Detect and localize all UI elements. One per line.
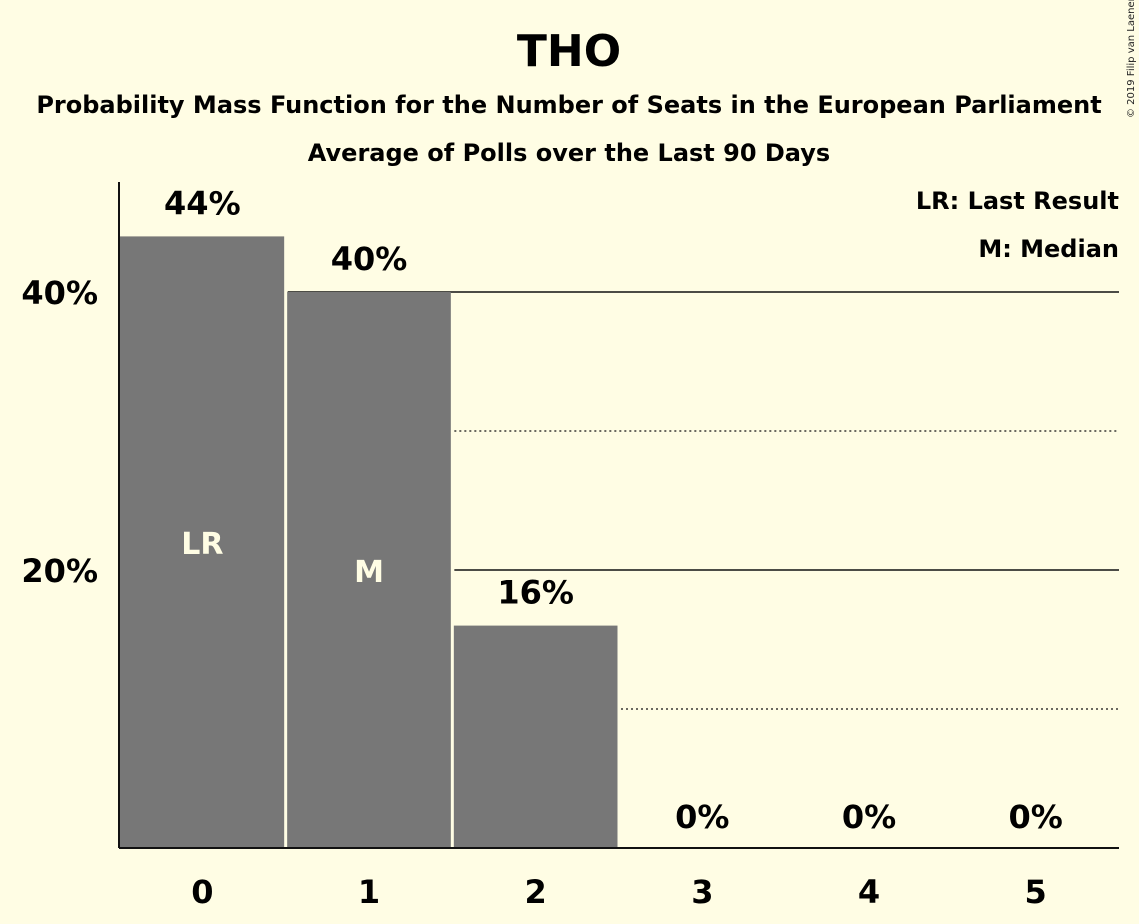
x-tick-label-0: 0 xyxy=(191,873,213,911)
x-tick-label-4: 4 xyxy=(858,873,880,911)
chart-title: THO xyxy=(517,26,621,77)
bar-value-label-0: 44% xyxy=(164,184,241,222)
bar-2 xyxy=(453,625,618,848)
bars xyxy=(119,236,618,848)
bar-value-label-1: 40% xyxy=(331,240,408,278)
bar-value-label-2: 16% xyxy=(497,574,574,612)
y-tick-labels: 20% 40% xyxy=(21,274,98,590)
y-tick-label-20: 20% xyxy=(21,552,98,590)
x-tick-labels: 0 1 2 3 4 5 xyxy=(191,873,1047,911)
chart-subtitle: Probability Mass Function for the Number… xyxy=(36,91,1101,119)
bar-value-label-4: 0% xyxy=(842,798,896,836)
bar-value-label-5: 0% xyxy=(1009,798,1063,836)
x-tick-label-3: 3 xyxy=(691,873,713,911)
x-tick-label-5: 5 xyxy=(1025,873,1047,911)
bar-annotation-lr: LR xyxy=(181,527,223,562)
bar-value-label-3: 0% xyxy=(675,798,729,836)
chart-subtitle-secondary: Average of Polls over the Last 90 Days xyxy=(308,139,830,167)
bar-annotation-m: M xyxy=(354,555,384,590)
legend-median: M: Median xyxy=(978,235,1119,263)
bar-1 xyxy=(287,292,451,848)
bar-0 xyxy=(119,236,285,848)
bar-value-labels: 44% 40% 16% 0% 0% 0% xyxy=(164,184,1063,836)
x-tick-label-2: 2 xyxy=(525,873,547,911)
legend-last-result: LR: Last Result xyxy=(916,187,1119,215)
copyright-notice: © 2019 Filip van Laenen xyxy=(1126,0,1137,118)
bar-annotations: LR M xyxy=(181,527,384,590)
x-tick-label-1: 1 xyxy=(358,873,380,911)
y-tick-label-40: 40% xyxy=(21,274,98,312)
